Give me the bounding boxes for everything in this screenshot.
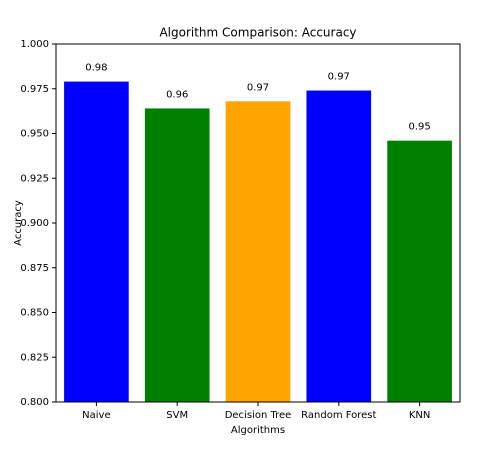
bar xyxy=(144,108,210,402)
y-tick-label: 0.850 xyxy=(20,308,49,319)
bar xyxy=(64,81,129,402)
x-axis-label: Algorithms xyxy=(231,425,285,436)
plot-frame xyxy=(55,43,461,403)
y-axis-label: Accuracy xyxy=(13,200,24,246)
value-label: 0.98 xyxy=(85,63,107,74)
bar xyxy=(225,101,291,402)
value-label: 0.97 xyxy=(328,72,350,83)
x-tick-label: Naive xyxy=(82,410,110,421)
y-tick-label: 0.800 xyxy=(20,397,49,408)
y-tick-label: 0.875 xyxy=(20,263,49,274)
value-label: 0.97 xyxy=(247,82,269,93)
y-tick-label: 0.925 xyxy=(20,173,49,184)
x-tick-label: Decision Tree xyxy=(225,410,292,421)
bar xyxy=(387,140,452,402)
x-tick-label: Random Forest xyxy=(301,410,376,421)
y-tick-label: 0.900 xyxy=(20,218,49,229)
x-tick-label: KNN xyxy=(409,410,431,421)
bar xyxy=(306,90,372,402)
x-tick-label: SVM xyxy=(166,410,188,421)
chart-title: Algorithm Comparison: Accuracy xyxy=(159,26,356,40)
value-label: 0.96 xyxy=(166,89,188,100)
y-tick-label: 1.000 xyxy=(20,39,49,50)
value-label: 0.95 xyxy=(408,122,430,133)
y-tick-label: 0.975 xyxy=(20,84,49,95)
y-tick-label: 0.825 xyxy=(20,352,49,363)
y-tick-label: 0.950 xyxy=(20,129,49,140)
